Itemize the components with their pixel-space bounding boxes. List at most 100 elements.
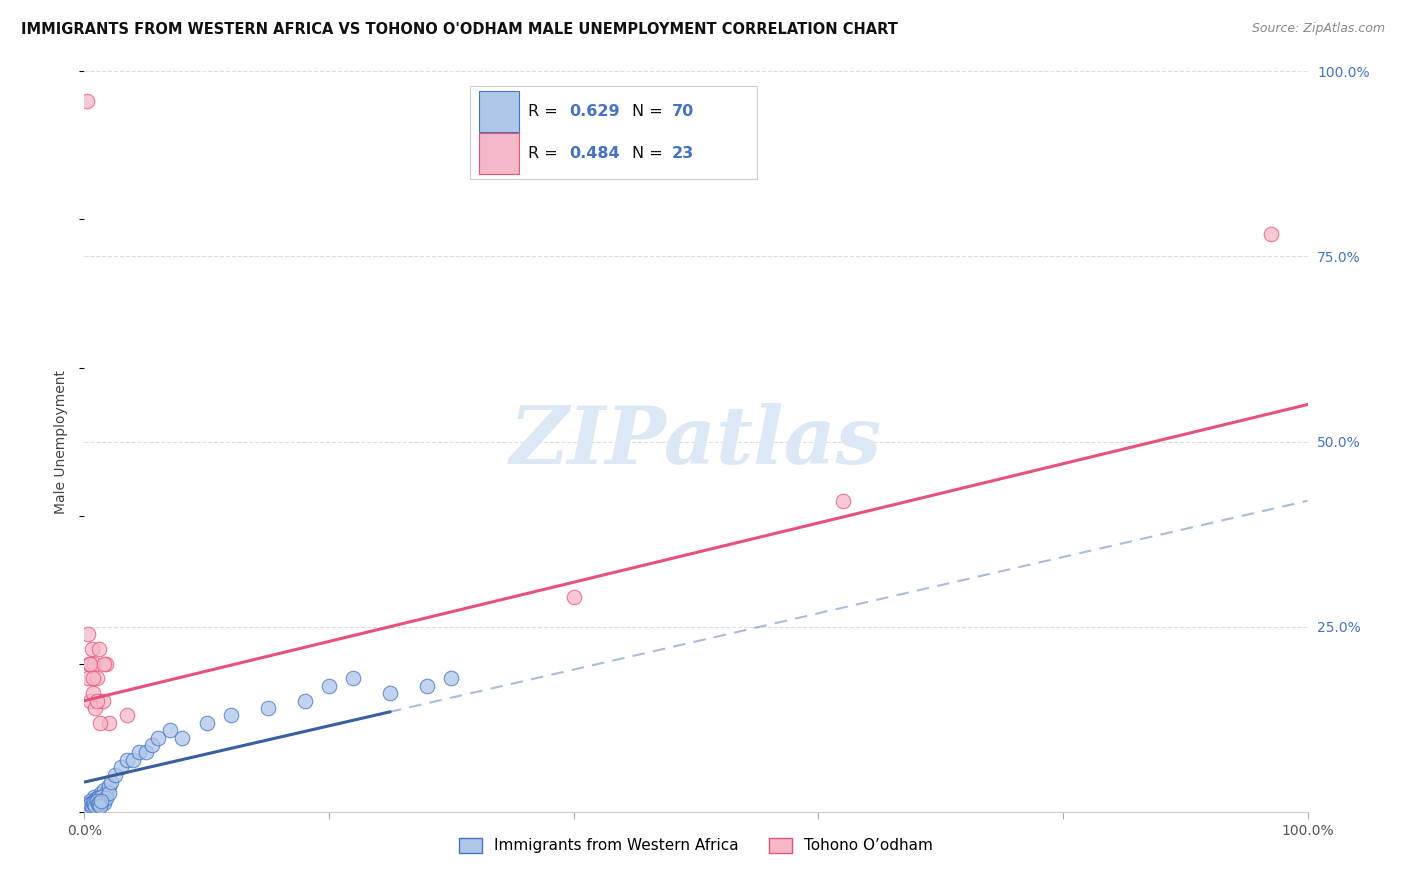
Point bbox=[79, 694, 101, 708]
Point bbox=[90, 789, 112, 804]
Point bbox=[89, 797, 111, 812]
Point bbox=[86, 672, 108, 686]
Point bbox=[79, 657, 101, 671]
Point bbox=[115, 753, 138, 767]
Point bbox=[87, 641, 110, 656]
Point bbox=[87, 791, 110, 805]
Point bbox=[82, 686, 104, 700]
Point bbox=[93, 657, 115, 671]
Point bbox=[135, 746, 157, 760]
Point bbox=[91, 694, 114, 708]
Point bbox=[76, 801, 98, 815]
Text: N =: N = bbox=[633, 103, 668, 119]
Point bbox=[96, 786, 118, 800]
Point bbox=[79, 797, 101, 812]
Point bbox=[128, 746, 150, 760]
Point bbox=[90, 794, 112, 808]
Point bbox=[93, 782, 115, 797]
Point bbox=[83, 797, 105, 812]
Text: ZIPatlas: ZIPatlas bbox=[510, 403, 882, 480]
Text: IMMIGRANTS FROM WESTERN AFRICA VS TOHONO O'ODHAM MALE UNEMPLOYMENT CORRELATION C: IMMIGRANTS FROM WESTERN AFRICA VS TOHONO… bbox=[21, 22, 898, 37]
Point bbox=[80, 796, 103, 810]
Point bbox=[294, 694, 316, 708]
Point bbox=[90, 786, 112, 800]
Text: 23: 23 bbox=[672, 146, 693, 161]
Point bbox=[831, 493, 853, 508]
Point bbox=[77, 796, 100, 810]
Point bbox=[77, 627, 100, 641]
Point bbox=[87, 789, 110, 804]
Point bbox=[84, 794, 107, 808]
Point bbox=[89, 798, 111, 813]
Point bbox=[80, 794, 103, 808]
Point bbox=[82, 798, 104, 813]
Point bbox=[84, 798, 107, 813]
Point bbox=[104, 767, 127, 781]
Point bbox=[96, 657, 118, 671]
Point bbox=[77, 672, 100, 686]
Point bbox=[82, 797, 104, 812]
Point bbox=[219, 708, 242, 723]
Point bbox=[75, 798, 97, 813]
Point bbox=[77, 798, 100, 813]
Point bbox=[342, 672, 364, 686]
Text: Source: ZipAtlas.com: Source: ZipAtlas.com bbox=[1251, 22, 1385, 36]
Point bbox=[89, 715, 111, 730]
Text: 0.629: 0.629 bbox=[569, 103, 620, 119]
Point bbox=[84, 701, 107, 715]
Point bbox=[80, 641, 103, 656]
Point bbox=[146, 731, 169, 745]
Point bbox=[79, 794, 101, 808]
Point bbox=[76, 803, 98, 817]
Point bbox=[87, 797, 110, 812]
Bar bbox=[479, 134, 519, 174]
Point bbox=[115, 708, 138, 723]
Text: R =: R = bbox=[529, 146, 564, 161]
Point bbox=[80, 798, 103, 813]
Point bbox=[97, 786, 120, 800]
Point bbox=[172, 731, 194, 745]
Point bbox=[82, 672, 104, 686]
Point bbox=[79, 797, 101, 812]
Point bbox=[195, 715, 218, 730]
Point bbox=[86, 796, 108, 810]
Point bbox=[110, 760, 132, 774]
Point bbox=[76, 94, 98, 108]
Point bbox=[97, 715, 120, 730]
Point bbox=[87, 794, 110, 808]
Point bbox=[77, 657, 100, 671]
Point bbox=[77, 801, 100, 815]
Point bbox=[122, 753, 145, 767]
Y-axis label: Male Unemployment: Male Unemployment bbox=[55, 369, 69, 514]
Point bbox=[91, 789, 114, 804]
Point bbox=[159, 723, 181, 738]
Text: 0.484: 0.484 bbox=[569, 146, 620, 161]
FancyBboxPatch shape bbox=[470, 87, 758, 178]
Text: 70: 70 bbox=[672, 103, 693, 119]
Point bbox=[91, 794, 114, 808]
Point bbox=[77, 798, 100, 813]
Point bbox=[83, 794, 105, 808]
Point bbox=[83, 657, 105, 671]
Point bbox=[380, 686, 402, 700]
Point bbox=[318, 679, 340, 693]
Point bbox=[76, 797, 98, 812]
Bar bbox=[479, 91, 519, 131]
Point bbox=[96, 791, 118, 805]
Point bbox=[84, 797, 107, 812]
Point bbox=[87, 796, 110, 810]
Point bbox=[97, 779, 120, 793]
Point bbox=[89, 794, 111, 808]
Point bbox=[416, 679, 439, 693]
Text: N =: N = bbox=[633, 146, 668, 161]
Point bbox=[82, 796, 104, 810]
Point bbox=[440, 672, 463, 686]
Point bbox=[86, 791, 108, 805]
Point bbox=[141, 738, 163, 752]
Point bbox=[86, 794, 108, 808]
Point bbox=[87, 796, 110, 810]
Point bbox=[100, 775, 122, 789]
Point bbox=[75, 801, 97, 815]
Point bbox=[562, 590, 585, 604]
Point bbox=[77, 798, 100, 813]
